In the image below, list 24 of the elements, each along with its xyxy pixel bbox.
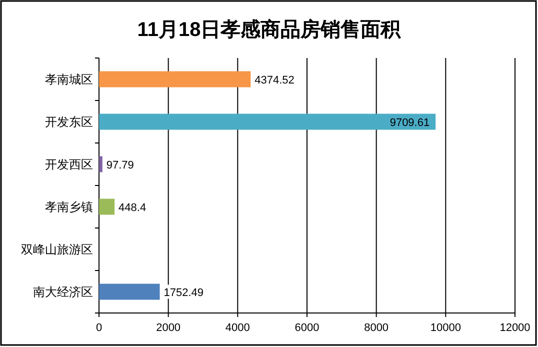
- x-tick-label: 0: [96, 322, 102, 334]
- data-label: 9709.61: [390, 116, 430, 129]
- y-tick-label: 双峰山旅游区: [21, 242, 93, 256]
- data-label: 1752.49: [164, 286, 204, 299]
- y-tick-label: 孝南城区: [45, 72, 93, 86]
- y-tick-label: 孝南乡镇: [45, 200, 93, 214]
- bar: [99, 71, 251, 88]
- data-label: 4374.52: [254, 74, 294, 86]
- x-tick-label: 6000: [294, 322, 320, 334]
- bar: [99, 156, 102, 172]
- y-tick-label: 开发西区: [45, 157, 93, 172]
- x-tick-label: 8000: [364, 322, 389, 334]
- x-tick-label: 2000: [156, 322, 181, 334]
- data-label: 448.4: [118, 202, 146, 214]
- y-tick-label: 南大经济区: [33, 284, 93, 299]
- y-tick-label: 开发东区: [45, 114, 93, 129]
- chart-title: 11月18日孝感商品房销售面积: [137, 18, 402, 41]
- x-tick-label: 4000: [225, 322, 250, 334]
- bar: [99, 284, 160, 300]
- bar: [99, 198, 115, 215]
- x-tick-label: 10000: [430, 322, 461, 334]
- data-label: 97.79: [106, 159, 134, 172]
- x-tick-label: 12000: [500, 322, 530, 334]
- bar: [99, 114, 436, 130]
